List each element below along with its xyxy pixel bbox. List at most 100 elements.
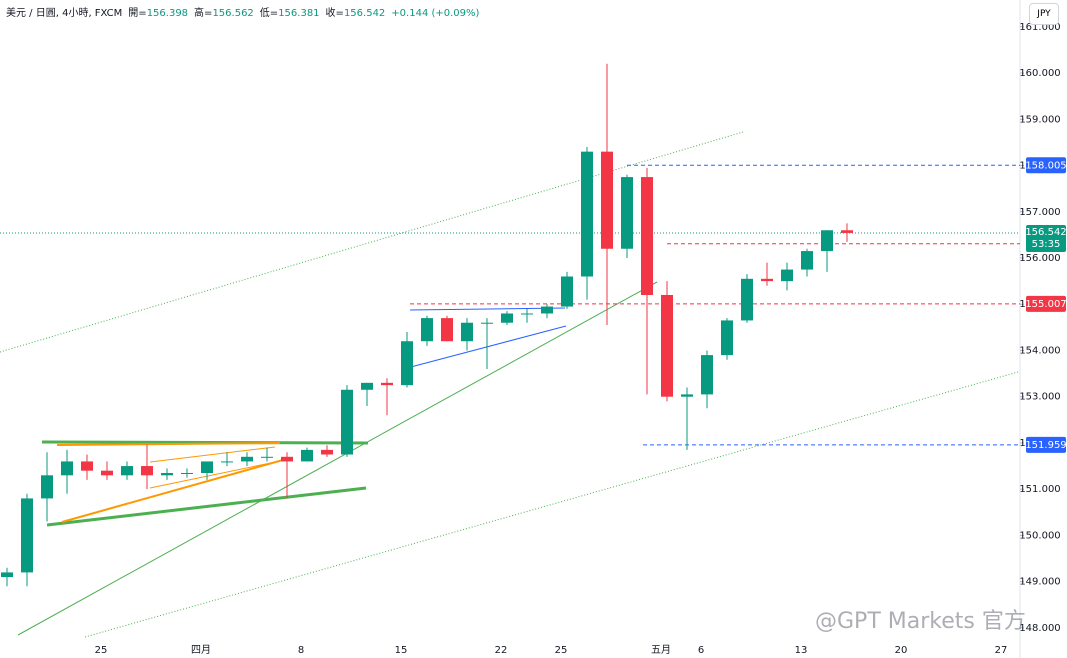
candle-body [261, 456, 273, 458]
candle [381, 378, 393, 416]
field-label: 低= [259, 8, 279, 19]
y-tick-label: 151.000 [1019, 484, 1060, 495]
candle [401, 331, 413, 388]
field-label: 高= [194, 8, 213, 19]
channel-line [0, 131, 744, 353]
watermark: @GPT Markets 官方 [815, 609, 1026, 634]
x-tick-label: 27 [995, 645, 1008, 656]
trend-line [46, 486, 367, 527]
candle-body [661, 294, 673, 397]
candle-body [681, 394, 693, 397]
field-label: 收= [325, 8, 344, 19]
x-tick-label: 8 [298, 645, 304, 656]
trend-line [17, 281, 658, 636]
candle-body [561, 276, 573, 307]
time-axis [0, 645, 1067, 658]
candle [221, 452, 233, 467]
x-tick-label: 五月 [651, 644, 671, 656]
level-tag [1026, 157, 1066, 174]
candle [361, 382, 373, 406]
candle [161, 468, 173, 480]
price-axis [1020, 0, 1067, 658]
candle [1, 567, 13, 587]
trend-line [56, 442, 281, 446]
candle [21, 493, 33, 587]
candle [41, 452, 53, 522]
x-tick-label: 6 [698, 645, 704, 656]
candle-body [81, 461, 93, 471]
candle [581, 147, 593, 300]
candle-body [621, 177, 633, 249]
currency-button[interactable]: JPY [1029, 3, 1059, 25]
candle [501, 311, 513, 326]
field-label: 開= [128, 8, 147, 19]
countdown: 53:35 [1032, 239, 1061, 250]
candle [561, 271, 573, 309]
trend-line [149, 459, 286, 489]
field-value: 156.381 [278, 8, 320, 19]
y-tick-label: 149.000 [1019, 577, 1060, 588]
x-tick-label: 22 [495, 645, 508, 656]
candle-body [41, 475, 53, 499]
level-label: 158.005 [1025, 160, 1066, 171]
trend-line [41, 440, 369, 445]
candle-body [241, 456, 253, 462]
candle [521, 308, 533, 323]
last-price-label: 156.542 [1025, 227, 1066, 238]
candle-body [641, 177, 653, 295]
y-tick-label: 159.000 [1019, 114, 1060, 125]
candle [741, 274, 753, 323]
candle [761, 262, 773, 286]
candle-body [181, 473, 193, 474]
candle-body [161, 473, 173, 476]
candle-body [301, 449, 313, 462]
level-tag [1026, 436, 1066, 453]
x-tick-label: 25 [95, 645, 108, 656]
candle-body [521, 313, 533, 315]
candle [341, 385, 353, 457]
candle-body [821, 230, 833, 252]
field-value: 156.562 [212, 8, 254, 19]
candle [141, 444, 153, 490]
symbol: 美元 / 日圓, 4小時, FXCM [6, 8, 123, 19]
trend-line [149, 446, 276, 463]
last-price-tag [1026, 224, 1066, 252]
candle [661, 281, 673, 402]
candle-body [721, 320, 733, 356]
candle-body [101, 470, 113, 476]
y-tick-label: 150.000 [1019, 530, 1060, 541]
candle [721, 318, 733, 360]
candle-body [541, 306, 553, 314]
candle [541, 304, 553, 319]
candle-body [441, 318, 453, 342]
candle [621, 174, 633, 258]
candle-body [61, 461, 73, 476]
field-value: 156.398 [146, 8, 189, 19]
x-tick-label: 四月 [191, 644, 211, 656]
candle [241, 452, 253, 467]
candle-body [401, 341, 413, 386]
candle [121, 461, 133, 480]
candle [61, 449, 73, 494]
channel-line [84, 369, 1026, 638]
candle-body [281, 456, 293, 462]
candle-body [581, 151, 593, 277]
candle-body [341, 389, 353, 455]
candle-body [421, 318, 433, 342]
candle [301, 447, 313, 462]
candle [181, 468, 193, 478]
x-tick-label: 15 [395, 645, 408, 656]
candle-body [801, 251, 813, 270]
trend-line [61, 457, 291, 523]
candle [821, 230, 833, 272]
drawings [0, 131, 1026, 638]
y-tick-label: 157.000 [1019, 207, 1060, 218]
y-tick-label: 160.000 [1019, 68, 1060, 79]
candle [421, 315, 433, 346]
candle-body [21, 498, 33, 573]
candle [481, 318, 493, 369]
candle [281, 452, 293, 499]
candle [641, 167, 653, 395]
